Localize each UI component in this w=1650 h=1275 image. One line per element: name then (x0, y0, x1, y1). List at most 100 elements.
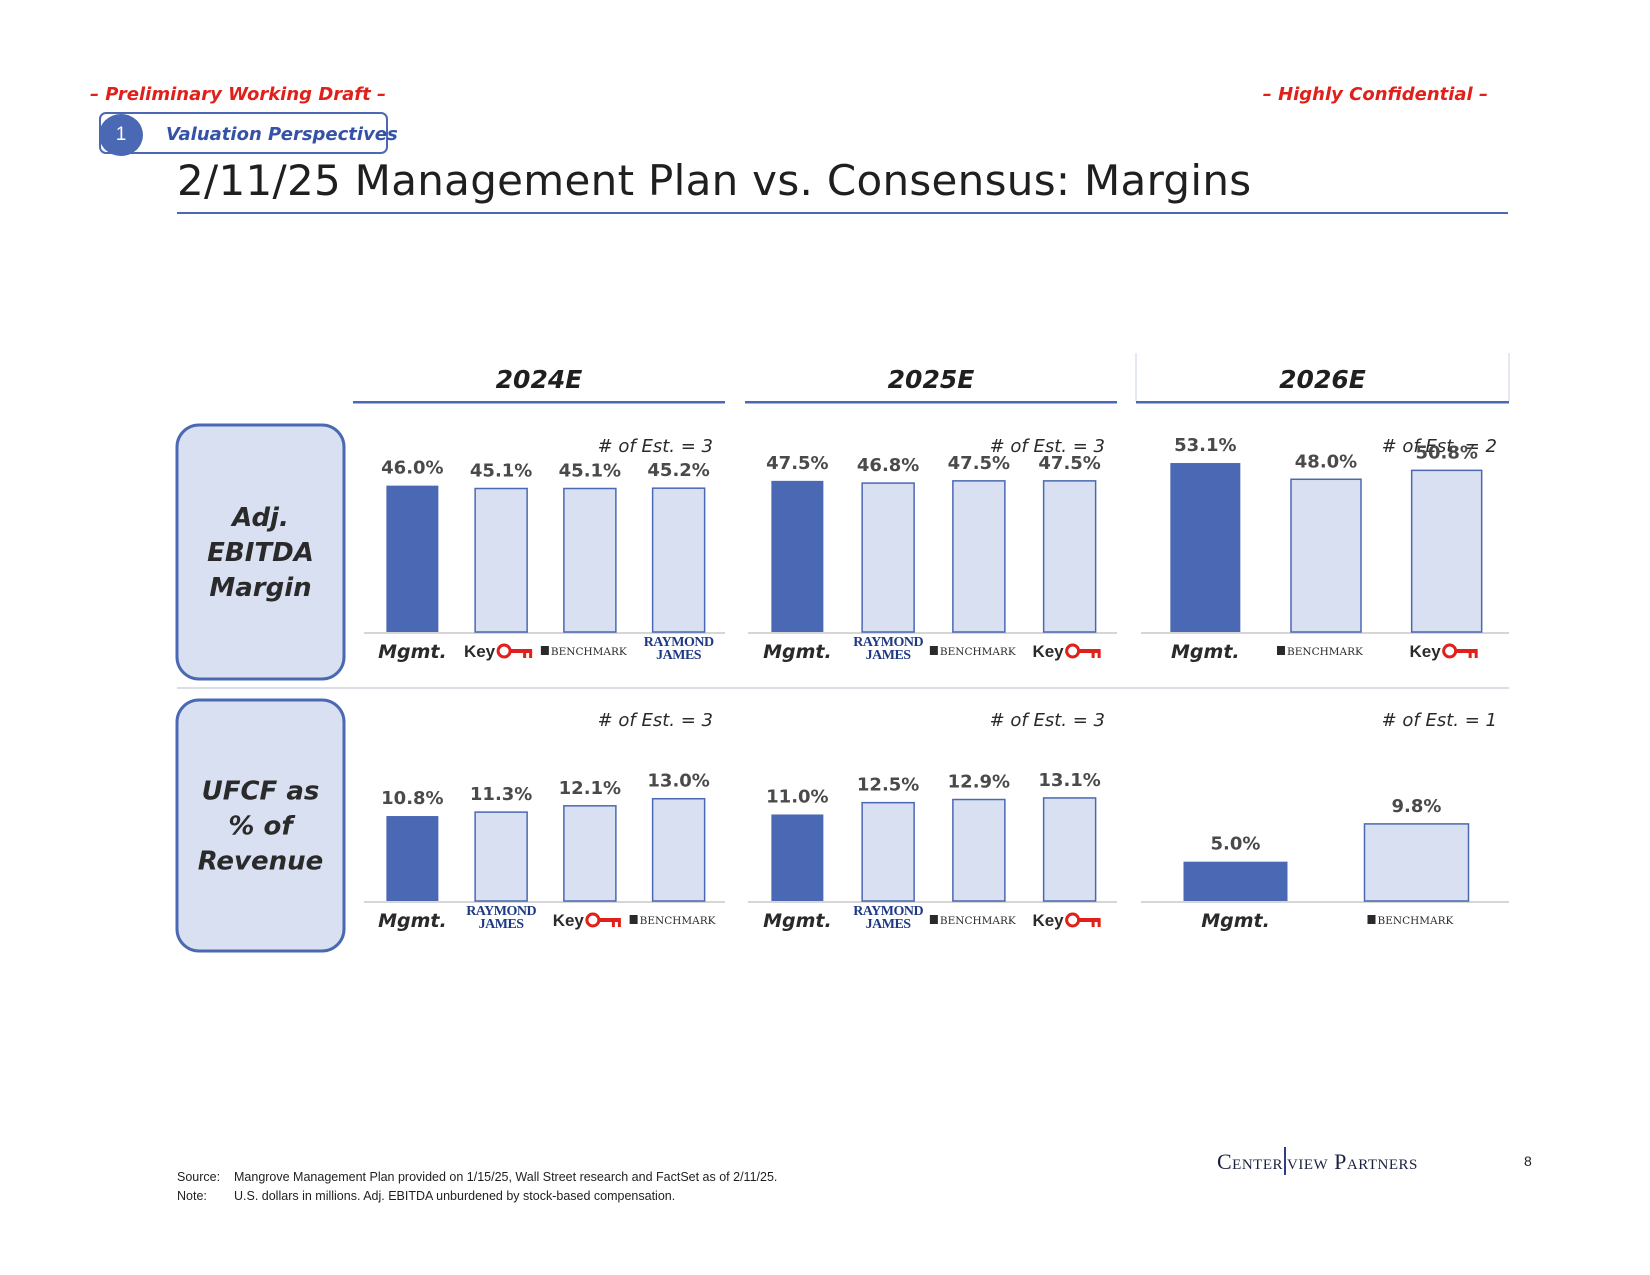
r1-2025e-benchmark-benchmark-icon (929, 646, 938, 655)
r2-2026e-mgmt--logo: Mgmt. (1201, 910, 1270, 932)
r1-2025e-mgmt--logo: Mgmt. (763, 641, 832, 663)
r1-2025e-raymond-james-logo-line-2: JAMES (866, 648, 912, 663)
r1-2024e-mgmt--value-label: 46.0% (381, 458, 443, 479)
confidential-label: – Highly Confidential – (1262, 84, 1488, 105)
row-label-box-1 (175, 423, 346, 681)
r1-2024e-raymond-james-logo-line-1: RAYMOND (644, 635, 714, 650)
r2-2024e-benchmark-logo: BENCHMARK (640, 915, 716, 927)
r1-2025e-raymond-james-value-label: 46.8% (857, 455, 919, 476)
r1-2026e-key-logo: Key (1409, 642, 1441, 661)
column-rule-2025e (745, 401, 1117, 404)
r2-2025e-raymond-james-logo-line-1: RAYMOND (853, 904, 923, 919)
r2-2025e-key-bar (1042, 797, 1097, 902)
column-rule-2026e (1136, 401, 1509, 404)
r1-2024e-estimates-label: # of Est. = 3 (598, 436, 713, 457)
r1-2025e-benchmark-logo: BENCHMARK (940, 646, 1016, 658)
r1-2024e-key-key-icon (496, 643, 512, 659)
r1-2025e-mgmt--value-label: 47.5% (766, 453, 828, 474)
r2-2026e-benchmark-value-label: 9.8% (1392, 796, 1442, 817)
r2-2025e-benchmark-bar (952, 798, 1006, 902)
r1-2024e-key-key-tooth-2 (529, 652, 533, 658)
r1-2024e-mgmt--logo: Mgmt. (378, 641, 447, 663)
r2-2024e-benchmark-benchmark-icon (629, 915, 638, 924)
r2-2026e-mgmt--bar (1183, 861, 1288, 901)
r2-2025e-benchmark-value-label: 12.9% (948, 772, 1010, 793)
r1-2025e-key-key-tooth-1 (1091, 652, 1095, 658)
r1-2026e-benchmark-bar (1290, 478, 1362, 633)
r2-2024e-benchmark-value-label: 13.0% (647, 771, 709, 792)
r2-2026e-benchmark-logo: BENCHMARK (1378, 915, 1454, 927)
r1-2024e-key-key-tooth-1 (523, 652, 527, 658)
title-divider (177, 212, 1508, 214)
r2-2024e-key-key-tooth-2 (617, 921, 621, 927)
r2-2026e-mgmt--value-label: 5.0% (1211, 834, 1261, 855)
r2-2026e-benchmark-benchmark-icon (1367, 915, 1376, 924)
note-footnote: Note: U.S. dollars in millions. Adj. EBIT… (177, 1189, 675, 1203)
r1-2025e-key-key-shaft (1078, 649, 1101, 653)
section-tab[interactable] (99, 112, 388, 154)
row-label-box-2 (175, 698, 346, 953)
r1-2026e-benchmark-benchmark-icon (1277, 646, 1285, 655)
r1-2024e-mgmt--bar (386, 485, 439, 632)
r1-2025e-mgmt--bar (771, 480, 824, 632)
r1-2026e-key-bar (1410, 469, 1483, 633)
column-header-2024e: 2024E (496, 365, 583, 394)
source-footnote: Source: Mangrove Management Plan provided… (177, 1170, 777, 1184)
r1-2025e-benchmark-bar (952, 480, 1006, 633)
r1-2026e-key-key-icon (1442, 643, 1458, 659)
r1-2024e-benchmark-value-label: 45.1% (559, 461, 621, 482)
r1-2025e-estimates-label: # of Est. = 3 (990, 436, 1105, 457)
r2-2024e-benchmark-bar (651, 797, 706, 902)
r1-2026e-key-key-tooth-1 (1468, 652, 1472, 658)
r2-2024e-raymond-james-logo-line-2: JAMES (479, 917, 525, 932)
r2-2024e-key-key-shaft (598, 918, 621, 922)
r1-2025e-raymond-james-logo-line-1: RAYMOND (853, 635, 923, 650)
draft-label: – Preliminary Working Draft – (90, 84, 386, 105)
r2-2025e-key-key-tooth-1 (1091, 921, 1095, 927)
r1-2026e-mgmt--bar (1170, 463, 1241, 632)
column-header-2025e: 2025E (888, 365, 975, 394)
section-label: Valuation Perspectives (166, 124, 398, 145)
r1-2026e-benchmark-value-label: 48.0% (1295, 451, 1357, 472)
r1-2026e-benchmark-logo: BENCHMARK (1287, 646, 1363, 658)
logo-divider (1284, 1147, 1286, 1175)
r1-2025e-key-logo: Key (1032, 642, 1064, 661)
r1-2025e-benchmark-value-label: 47.5% (948, 453, 1010, 474)
r2-2024e-key-value-label: 12.1% (559, 778, 621, 799)
r1-2024e-benchmark-bar (563, 487, 617, 633)
r1-2026e-key-key-tooth-2 (1474, 652, 1478, 658)
r2-2025e-key-key-shaft (1078, 918, 1101, 922)
r2-2024e-key-key-icon (585, 912, 601, 928)
r2-2025e-key-key-icon (1065, 912, 1081, 928)
row-label-line: % of (228, 812, 296, 842)
r1-2026e-key-key-shaft (1455, 649, 1478, 653)
r2-2026e-benchmark-bar (1363, 823, 1470, 902)
logo-left: Center (1217, 1149, 1283, 1174)
row-label-line: Margin (209, 573, 311, 603)
r1-2024e-raymond-james-bar (651, 487, 706, 633)
r2-2025e-key-value-label: 13.1% (1038, 770, 1100, 791)
r1-2025e-key-value-label: 47.5% (1038, 453, 1100, 474)
r2-2024e-key-logo: Key (553, 911, 585, 930)
r1-2025e-key-bar (1042, 480, 1097, 633)
r1-2026e-key-value-label: 50.8% (1415, 442, 1477, 463)
row-label-line: UFCF as (202, 777, 320, 807)
source-key: Source: (177, 1170, 221, 1184)
source-text: Mangrove Management Plan provided on 1/1… (234, 1170, 778, 1184)
row-label-line: EBITDA (207, 538, 314, 568)
logo-right: view Partners (1287, 1149, 1418, 1174)
r2-2024e-mgmt--logo: Mgmt. (378, 910, 447, 932)
r1-2024e-benchmark-logo: BENCHMARK (551, 646, 627, 658)
r2-2024e-key-bar (563, 805, 617, 902)
r1-2024e-key-key-shaft (510, 649, 533, 653)
r2-2025e-raymond-james-value-label: 12.5% (857, 775, 919, 796)
r2-2025e-raymond-james-bar (861, 801, 915, 902)
note-key: Note: (177, 1189, 207, 1203)
r1-2024e-key-logo: Key (464, 642, 496, 661)
page-title: 2/11/25 Management Plan vs. Consensus: M… (177, 156, 1252, 205)
row-label-line: Revenue (198, 847, 324, 877)
r2-2025e-benchmark-logo: BENCHMARK (940, 915, 1016, 927)
column-rule-2024e (353, 401, 725, 404)
r2-2024e-estimates-label: # of Est. = 3 (598, 710, 713, 731)
